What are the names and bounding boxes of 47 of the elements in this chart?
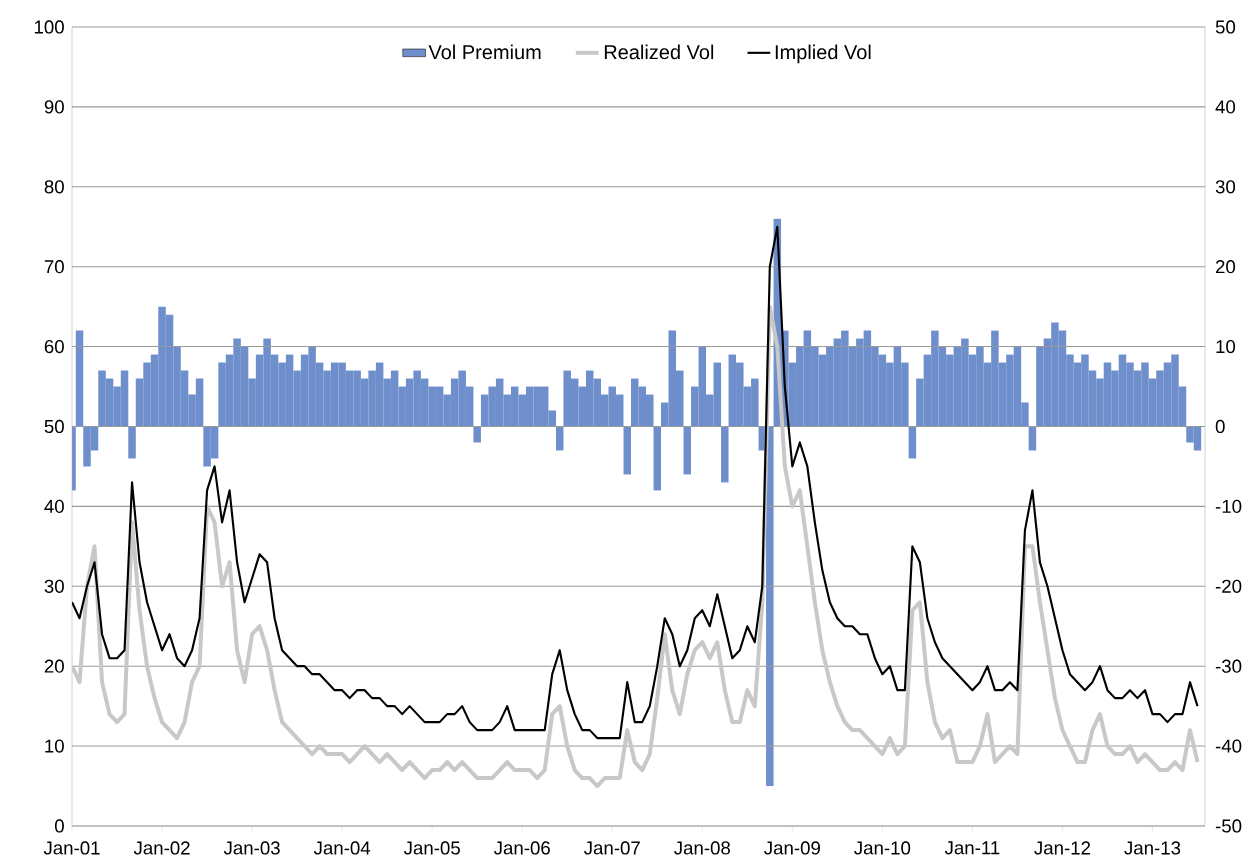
y-tick-label: 20 [44,659,64,673]
bar [908,426,917,459]
x-tick-label: Jan-06 [493,841,550,855]
x-tick-label: Jan-08 [674,841,731,855]
y2-tick-label: -10 [1215,499,1242,513]
x-tick-label: Jan-10 [854,841,911,855]
x-tick-label: Jan-01 [43,841,100,855]
bar [75,330,84,427]
y2-tick-label: -40 [1215,739,1242,753]
bar [473,426,481,443]
bar [653,426,662,491]
y-tick-label: 100 [34,20,64,34]
x-tick-label: Jan-05 [403,841,460,855]
y-tick-label: 0 [54,819,64,833]
x-tick-label: Jan-11 [944,841,1000,855]
x-tick-label: Jan-04 [313,841,371,855]
y2-tick-label: 30 [1215,180,1236,194]
y2-tick-label: 10 [1216,339,1236,354]
y2-tick-label: 0 [1215,419,1225,434]
legend-label: Vol Premium [428,44,541,60]
bar [128,426,136,459]
bar [683,426,692,475]
y2-tick-label: -50 [1215,819,1242,833]
legend-label: Realized Vol [604,44,714,60]
y-tick-label: 10 [45,739,64,753]
legend-label: Implied Vol [775,44,871,64]
x-tick-label: Jan-12 [1034,841,1091,855]
y2-tick-label: 20 [1215,260,1236,274]
y2-tick-label: -30 [1215,659,1242,673]
x-tick-label: Jan-09 [764,841,820,855]
bar [766,426,774,787]
y-tick-label: 90 [44,100,64,114]
y-tick-label: 70 [44,260,64,274]
y2-tick-label: 40 [1215,100,1236,114]
y2-tick-label: -20 [1215,579,1242,593]
y-tick-label: 30 [44,579,64,593]
bar [721,426,729,483]
y-tick-label: 40 [44,499,64,513]
y-tick-label: 60 [44,339,64,354]
bar [623,426,631,475]
x-tick-label: Jan-13 [1124,841,1181,855]
y-tick-label: 80 [44,180,64,194]
y2-tick-label: 50 [1215,20,1236,34]
x-tick-label: Jan-02 [133,841,190,855]
x-tick-label: Jan-07 [584,841,640,855]
x-tick-label: Jan-03 [223,841,280,855]
y-tick-label: 50 [44,419,64,434]
